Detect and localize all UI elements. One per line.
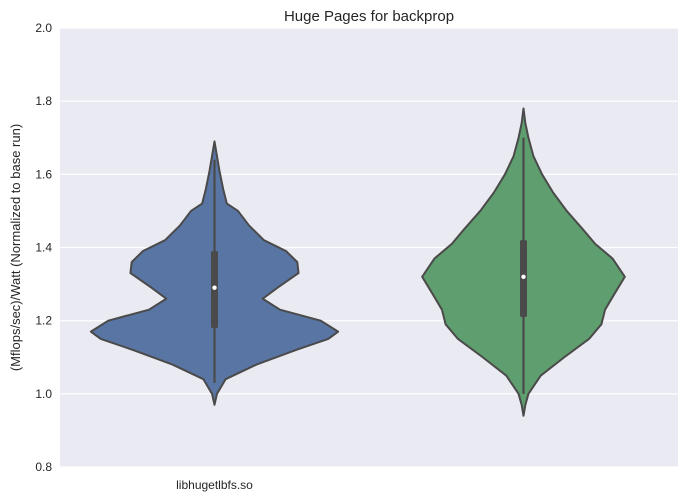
y-tick-label: 1.6 [35, 167, 52, 181]
violin-median-point [212, 285, 217, 290]
y-tick-label: 0.8 [35, 460, 52, 474]
y-tick-label: 1.4 [35, 241, 52, 255]
y-tick-label: 1.8 [35, 94, 52, 108]
violins [89, 107, 626, 417]
x-tick-label: libhugetlbfs.so [176, 478, 253, 492]
x-tick-labels: libhugetlbfs.so [176, 478, 253, 492]
violin-median-point [521, 274, 526, 279]
y-tick-label: 1.0 [35, 387, 52, 401]
chart-title: Huge Pages for backprop [284, 8, 454, 25]
y-tick-label: 1.2 [35, 314, 52, 328]
y-tick-label: 2.0 [35, 21, 52, 35]
y-tick-labels: 0.8 1.0 1.2 1.4 1.6 1.8 2.0 [35, 21, 52, 474]
y-axis-label: (Mflops/sec)/Watt (Normalized to base ru… [8, 124, 23, 371]
